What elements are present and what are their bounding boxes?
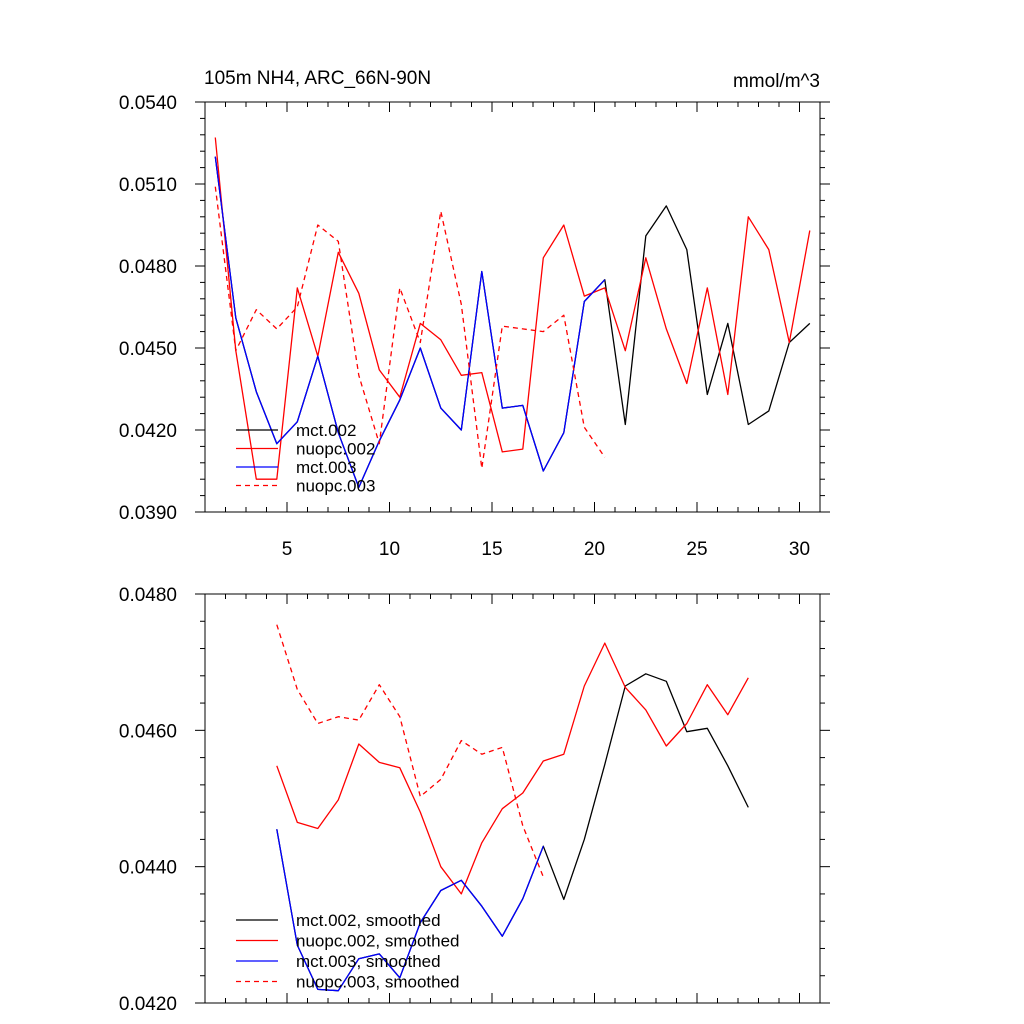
- y-tick-label: 0.0440: [119, 858, 177, 879]
- series-line-nuopc-003: [214, 186, 606, 469]
- top-chart-panel: 105m NH4, ARC_66N-90N mmol/m^3 5 10 15 20 25…: [119, 68, 830, 560]
- y-tick-label: 0.0480: [119, 257, 177, 278]
- y-tick-label: 0.0510: [119, 175, 177, 196]
- y-tick-label: 0.0390: [119, 503, 177, 524]
- bottom-chart-panel: 0.0420 0.0440 0.0460 0.0480 mct.002, smoothe…: [119, 585, 830, 1015]
- x-tick-label: 10: [379, 539, 400, 560]
- legend-label: nuopc.002, smoothed: [296, 932, 460, 951]
- y-tick-label: 0.0460: [119, 721, 177, 742]
- chart-units: mmol/m^3: [733, 71, 820, 92]
- series-line-nuopc-002: [214, 137, 811, 480]
- legend-label: nuopc.002: [296, 440, 375, 459]
- series-line-mct-003-smoothed: [276, 829, 544, 992]
- y-tick-label: 0.0540: [119, 93, 177, 114]
- chart-title: 105m NH4, ARC_66N-90N: [204, 68, 431, 89]
- legend-label: mct.002, smoothed: [296, 911, 441, 930]
- x-tick-label: 25: [686, 539, 707, 560]
- legend-label: nuopc.003, smoothed: [296, 973, 460, 992]
- x-tick-label: 20: [584, 539, 605, 560]
- x-tick-label: 30: [789, 539, 810, 560]
- y-tick-label: 0.0420: [119, 421, 177, 442]
- y-tick-label: 0.0420: [119, 994, 177, 1015]
- x-tick-label: 5: [282, 539, 293, 560]
- series-line-nuopc-002-smoothed: [276, 642, 749, 895]
- series-line-nuopc-003-smoothed: [276, 624, 544, 878]
- x-tick-label: 15: [481, 539, 502, 560]
- y-tick-label: 0.0480: [119, 585, 177, 606]
- legend-label: mct.003, smoothed: [296, 952, 441, 971]
- legend-label: mct.002: [296, 421, 356, 440]
- series-line-mct-003: [214, 156, 606, 489]
- legend-label: nuopc.003: [296, 477, 375, 496]
- y-tick-label: 0.0450: [119, 339, 177, 360]
- legend-label: mct.003: [296, 458, 356, 477]
